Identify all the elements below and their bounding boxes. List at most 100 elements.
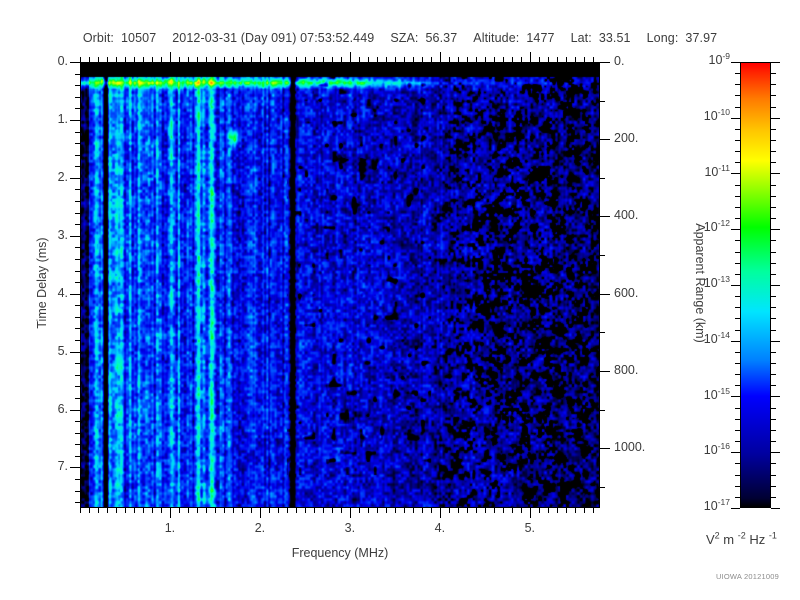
y-minor-tick <box>75 386 80 387</box>
x-minor-tick-top <box>125 57 126 62</box>
x-tick-label: 5. <box>524 521 536 535</box>
colorbar-minor-tick-right <box>771 441 776 442</box>
x-minor-tick-top <box>404 57 405 62</box>
x-minor-tick <box>224 508 225 513</box>
colorbar-minor-tick-right <box>771 274 776 275</box>
x-minor-tick <box>116 508 117 513</box>
y-minor-tick <box>75 108 80 109</box>
x-minor-tick <box>197 508 198 513</box>
y2-tick-label: 200. <box>614 131 639 146</box>
colorbar-minor-tick-left <box>735 240 740 241</box>
colorbar-minor-tick-right <box>771 140 776 141</box>
x-minor-tick <box>314 508 315 513</box>
colorbar-minor-tick-right <box>771 107 776 108</box>
y-major-tick <box>70 294 80 295</box>
x-tick-label: 3. <box>344 521 356 535</box>
x-minor-tick-top <box>359 57 360 62</box>
colorbar-major-tick-left <box>731 118 740 119</box>
x-minor-tick-top <box>476 57 477 62</box>
x-minor-tick-top <box>494 57 495 62</box>
units-hertz-exp: -1 <box>768 530 777 541</box>
x-minor-tick-top <box>431 57 432 62</box>
x-minor-tick <box>251 508 252 513</box>
x-minor-tick-top <box>287 57 288 62</box>
x-minor-tick <box>386 508 387 513</box>
x-minor-tick-top <box>188 57 189 62</box>
y2-tick-label: 1000. <box>614 440 646 455</box>
y-minor-tick <box>75 340 80 341</box>
y2-tick-label: 800. <box>614 362 639 377</box>
x-minor-tick-top <box>521 57 522 62</box>
x-minor-tick <box>404 508 405 513</box>
spectrogram-plot-area <box>80 62 600 508</box>
y-axis-title: Time Delay (ms) <box>35 237 49 329</box>
colorbar-minor-tick-right <box>771 385 776 386</box>
x-minor-tick-top <box>323 57 324 62</box>
x-minor-tick <box>179 508 180 513</box>
colorbar-major-tick-left <box>731 173 740 174</box>
colorbar-minor-tick-left <box>735 162 740 163</box>
x-minor-tick <box>242 508 243 513</box>
y-minor-tick <box>75 421 80 422</box>
x-minor-tick-top <box>89 57 90 62</box>
x-minor-tick-top <box>377 57 378 62</box>
y-minor-tick <box>75 97 80 98</box>
colorbar-minor-tick-left <box>735 196 740 197</box>
x-minor-tick-top <box>80 57 81 62</box>
y-minor-tick <box>75 189 80 190</box>
y-minor-tick <box>75 201 80 202</box>
colorbar-minor-tick-right <box>771 129 776 130</box>
colorbar-minor-tick-left <box>735 95 740 96</box>
x-minor-tick <box>332 508 333 513</box>
orbit-value: 10507 <box>120 31 157 45</box>
colorbar-minor-tick-right <box>771 218 776 219</box>
colorbar-minor-tick-left <box>735 374 740 375</box>
x-minor-tick <box>368 508 369 513</box>
x-minor-tick <box>107 508 108 513</box>
colorbar-major-tick-right <box>771 396 780 397</box>
colorbar-minor-tick-right <box>771 374 776 375</box>
x-major-tick-top <box>440 52 441 62</box>
x-minor-tick <box>539 508 540 513</box>
x-minor-tick <box>278 508 279 513</box>
colorbar-tick-label: 10-10 <box>703 106 730 123</box>
x-minor-tick-top <box>233 57 234 62</box>
colorbar-minor-tick-left <box>735 252 740 253</box>
x-minor-tick <box>125 508 126 513</box>
x-minor-tick-top <box>107 57 108 62</box>
x-minor-tick-top <box>503 57 504 62</box>
colorbar-major-tick-right <box>771 508 780 509</box>
x-major-tick-top <box>530 52 531 62</box>
y2-minor-tick <box>600 101 605 102</box>
colorbar-minor-tick-left <box>735 430 740 431</box>
x-minor-tick <box>485 508 486 513</box>
colorbar-minor-tick-right <box>771 252 776 253</box>
x-minor-tick <box>143 508 144 513</box>
x-minor-tick <box>296 508 297 513</box>
y2-minor-tick <box>600 487 605 488</box>
x-major-tick-top <box>170 52 171 62</box>
colorbar-minor-tick-right <box>771 363 776 364</box>
y-tick-label: 7. <box>57 459 68 474</box>
y-minor-tick <box>75 502 80 503</box>
colorbar-major-tick-right <box>771 285 780 286</box>
colorbar-minor-tick-right <box>771 330 776 331</box>
x-minor-tick-top <box>386 57 387 62</box>
colorbar-major-tick-right <box>771 452 780 453</box>
y-tick-label: 4. <box>57 285 68 300</box>
x-minor-tick-top <box>449 57 450 62</box>
colorbar-minor-tick-left <box>735 486 740 487</box>
colorbar-major-tick-right <box>771 173 780 174</box>
colorbar-minor-tick-left <box>735 463 740 464</box>
x-minor-tick <box>521 508 522 513</box>
y-tick-label: 6. <box>57 401 68 416</box>
x-minor-tick-top <box>332 57 333 62</box>
x-minor-tick <box>503 508 504 513</box>
x-minor-tick-top <box>368 57 369 62</box>
y-major-tick <box>70 410 80 411</box>
x-minor-tick <box>395 508 396 513</box>
colorbar-major-tick-left <box>731 229 740 230</box>
y-minor-tick <box>75 398 80 399</box>
y2-tick-label: 0. <box>614 54 625 68</box>
x-major-tick <box>170 508 171 518</box>
